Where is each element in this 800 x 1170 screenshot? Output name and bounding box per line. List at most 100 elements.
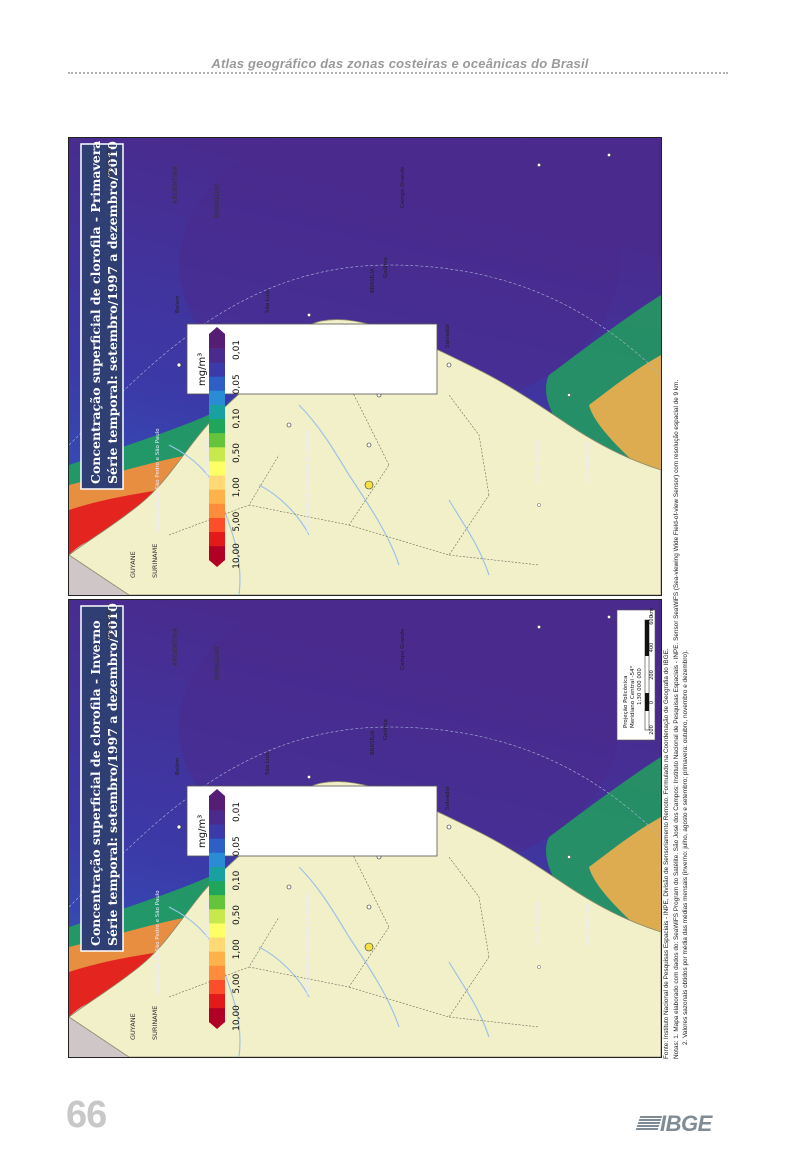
country-label: PARAGUAY — [213, 184, 221, 218]
legend-swatch — [209, 866, 225, 882]
legend-unit: mg/m³ — [197, 353, 208, 386]
legend-swatch — [209, 852, 225, 867]
ibge-logo-mark-icon — [635, 1116, 663, 1130]
notes-note1: Notas: 1. Mapa elaborado com dados do: S… — [672, 379, 680, 1059]
legend-label: 0,01 — [232, 340, 242, 360]
legend-label: 0,01 — [232, 802, 242, 822]
city-label: Goiânia — [382, 719, 389, 740]
island-label: Arquipélago de Fernando de Noronha — [304, 430, 311, 533]
island-label: Atol das Rocas — [205, 438, 211, 478]
legend-label: 0,05 — [232, 836, 242, 856]
legend-swatch — [209, 965, 225, 980]
legend-swatch — [209, 334, 225, 349]
legend-swatch — [209, 880, 225, 896]
legend-swatch — [209, 796, 225, 811]
notes-note2: 2. Valores sazonais obtidos por média da… — [682, 650, 690, 1045]
legend-swatch — [209, 348, 225, 363]
scale-tick-label: 200 — [649, 725, 655, 735]
island-label: Arquipélago de Fernando de Noronha — [304, 892, 311, 995]
ibge-logo: IBGE — [635, 1111, 736, 1137]
scale-projection: Projeção Policônica — [622, 676, 629, 728]
legend-swatch — [209, 362, 225, 377]
header-rule — [68, 72, 728, 74]
legend-swatch — [209, 432, 225, 448]
legend-swatch — [209, 503, 225, 518]
city-label: Salvador — [445, 323, 451, 348]
scale-tick-label: 400 — [649, 643, 655, 653]
country-label: PARAGUAY — [213, 646, 221, 680]
legend-swatch — [209, 909, 225, 924]
legend-swatch — [209, 951, 225, 966]
legend-swatch — [209, 404, 225, 420]
legend-swatch — [209, 461, 225, 476]
map-svg-winter: Concentração superficial de clorofila - … — [69, 600, 661, 1057]
city-label: BRASÍLIA — [369, 730, 376, 755]
legend-swatch — [209, 824, 225, 839]
legend-box — [186, 323, 438, 395]
legend-swatch — [209, 390, 225, 405]
legend-swatch — [209, 1007, 225, 1023]
scale-tick-label: 200 — [649, 670, 655, 680]
legend-label: 0,10 — [232, 870, 242, 890]
city-label: São Luís — [264, 752, 271, 775]
city-label: Campo Grande — [400, 166, 406, 208]
legend-swatch — [209, 838, 225, 853]
legend-label: 0,10 — [232, 408, 242, 428]
legend-label: 0,05 — [232, 374, 242, 394]
legend-swatch — [209, 376, 225, 391]
legend-label: 0,50 — [232, 905, 242, 925]
legend-swatch — [209, 531, 225, 547]
legend-swatch — [209, 418, 225, 434]
legend-unit: mg/m³ — [197, 815, 208, 848]
map-subtitle: Série temporal: setembro/1997 a dezembro… — [105, 141, 120, 484]
legend-label: 1,00 — [232, 939, 242, 959]
brasilia-marker-icon — [364, 942, 374, 952]
city-label: Salvador — [445, 785, 451, 810]
page-number: 66 — [66, 1094, 107, 1136]
legend-swatch — [209, 489, 225, 504]
map-winter: Concentração superficial de clorofila - … — [68, 599, 662, 1058]
legend-swatch — [209, 923, 225, 938]
map-subtitle: Série temporal: setembro/1997 a dezembro… — [105, 603, 120, 946]
island-label: Arquipélago de São Pedro e São Paulo — [154, 428, 161, 533]
map-title: Concentração superficial de clorofila - … — [88, 141, 103, 484]
legend-swatch — [209, 979, 225, 995]
city-label: Belém — [174, 758, 181, 775]
legend-swatch — [209, 993, 225, 1009]
island-label: Ilha Martin Vaz — [585, 442, 591, 483]
country-label: URUGUAY — [105, 146, 113, 178]
legend-label: 10,00 — [232, 543, 242, 569]
legend-swatch — [209, 545, 225, 561]
legend-swatch — [209, 937, 225, 952]
legend-label: 10,00 — [232, 1005, 242, 1031]
legend-label: 5,00 — [232, 973, 242, 993]
country-label: GUYANE — [129, 551, 137, 578]
map-spring: Concentração superficial de clorofila - … — [68, 137, 662, 596]
island-label: Ilha da Trindade — [535, 900, 541, 945]
scale-tick-label: 0 — [649, 701, 655, 704]
scale-unit: km — [649, 608, 655, 616]
header-title: Atlas geográfico das zonas costeiras e o… — [211, 56, 589, 71]
country-label: GUYANE — [129, 1013, 137, 1040]
legend-swatch — [209, 475, 225, 490]
legend-label: 5,00 — [232, 511, 242, 531]
scale-ratio: 1:30 000 000 — [637, 668, 643, 705]
map-title: Concentração superficial de clorofila - … — [88, 620, 103, 946]
city-label: BRASÍLIA — [369, 268, 376, 293]
legend-label: 0,50 — [232, 443, 242, 463]
city-label: Goiânia — [382, 257, 389, 278]
island-label: Ilha da Trindade — [535, 438, 541, 483]
brasilia-marker-icon — [364, 480, 374, 490]
island-label: Atol das Rocas — [205, 900, 211, 940]
scale-meridian: Meridiano Central -54° — [630, 665, 636, 728]
legend-swatch — [209, 810, 225, 825]
city-label: Belém — [174, 296, 181, 313]
title-box — [80, 143, 124, 490]
country-label: SURINAME — [151, 544, 159, 578]
country-label: ARGENTINA — [171, 165, 179, 204]
country-label: URUGUAY — [105, 608, 113, 640]
notes-source: Fonte: Instituto Nacional de Pesquisas E… — [663, 648, 670, 1059]
country-label: SURINAME — [151, 1006, 159, 1040]
city-label: São Luís — [264, 290, 271, 313]
map-svg-spring: Concentração superficial de clorofila - … — [69, 138, 661, 595]
